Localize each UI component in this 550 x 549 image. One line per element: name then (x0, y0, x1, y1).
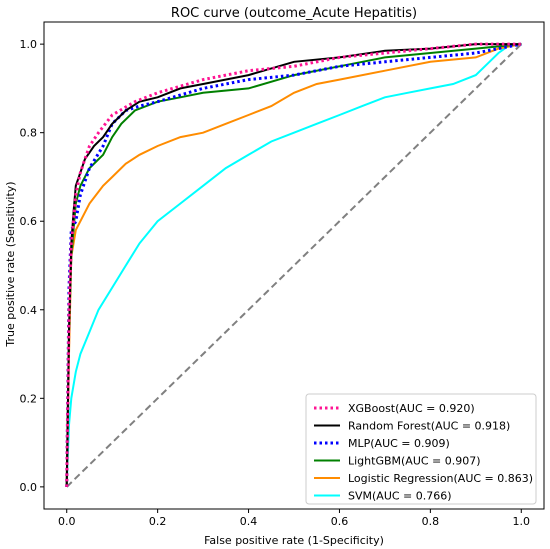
legend-label-1: Random Forest(AUC = 0.918) (348, 420, 510, 433)
legend-box (305, 393, 537, 505)
x-axis-label: False positive rate (1-Specificity) (204, 534, 384, 547)
legend-label-2: MLP(AUC = 0.909) (348, 437, 450, 450)
series-line-4 (65, 43, 522, 487)
y-tick-label-5: 1.0 (20, 38, 38, 51)
plot-frame (43, 21, 545, 510)
y-tick-label-1: 0.2 (20, 392, 38, 405)
series-line-2 (65, 42, 522, 487)
legend-label-3: LightGBM(AUC = 0.907) (348, 455, 481, 468)
x-tick-label-2: 0.4 (240, 515, 258, 528)
series-line-5 (65, 43, 522, 487)
x-tick-label-5: 1.0 (513, 515, 531, 528)
legend-label-5: SVM(AUC = 0.766) (348, 490, 452, 503)
x-tick-label-1: 0.2 (149, 515, 167, 528)
y-tick-label-2: 0.4 (20, 304, 38, 317)
plot-area: 0.0 0.2 0.4 0.6 0.8 1.0 0.0 0.2 0.4 0.6 0.8 1.0 XGB… (20, 21, 545, 528)
x-tick-label-3: 0.6 (331, 515, 349, 528)
legend-label-4: Logistic Regression(AUC = 0.863) (348, 472, 533, 485)
y-tick-label-4: 0.8 (20, 127, 38, 140)
chart-title: ROC curve (outcome_Acute Hepatitis) (171, 6, 417, 21)
axis-ticks: 0.0 0.2 0.4 0.6 0.8 1.0 0.0 0.2 0.4 0.6 0.8 1.0 (20, 38, 531, 528)
series-lines (65, 42, 522, 488)
y-tick-label-3: 0.6 (20, 215, 38, 228)
y-tick-label-0: 0.0 (20, 481, 38, 494)
series-line-0 (65, 42, 522, 487)
diagonal-reference-line (66, 43, 522, 488)
x-tick-label-4: 0.8 (422, 515, 440, 528)
y-axis-label: True positive rate (Sensitivity) (4, 181, 17, 347)
legend-label-0: XGBoost(AUC = 0.920) (348, 402, 475, 415)
x-tick-label-0: 0.0 (58, 515, 76, 528)
legend: XGBoost(AUC = 0.920) Random Forest(AUC = … (305, 393, 537, 505)
